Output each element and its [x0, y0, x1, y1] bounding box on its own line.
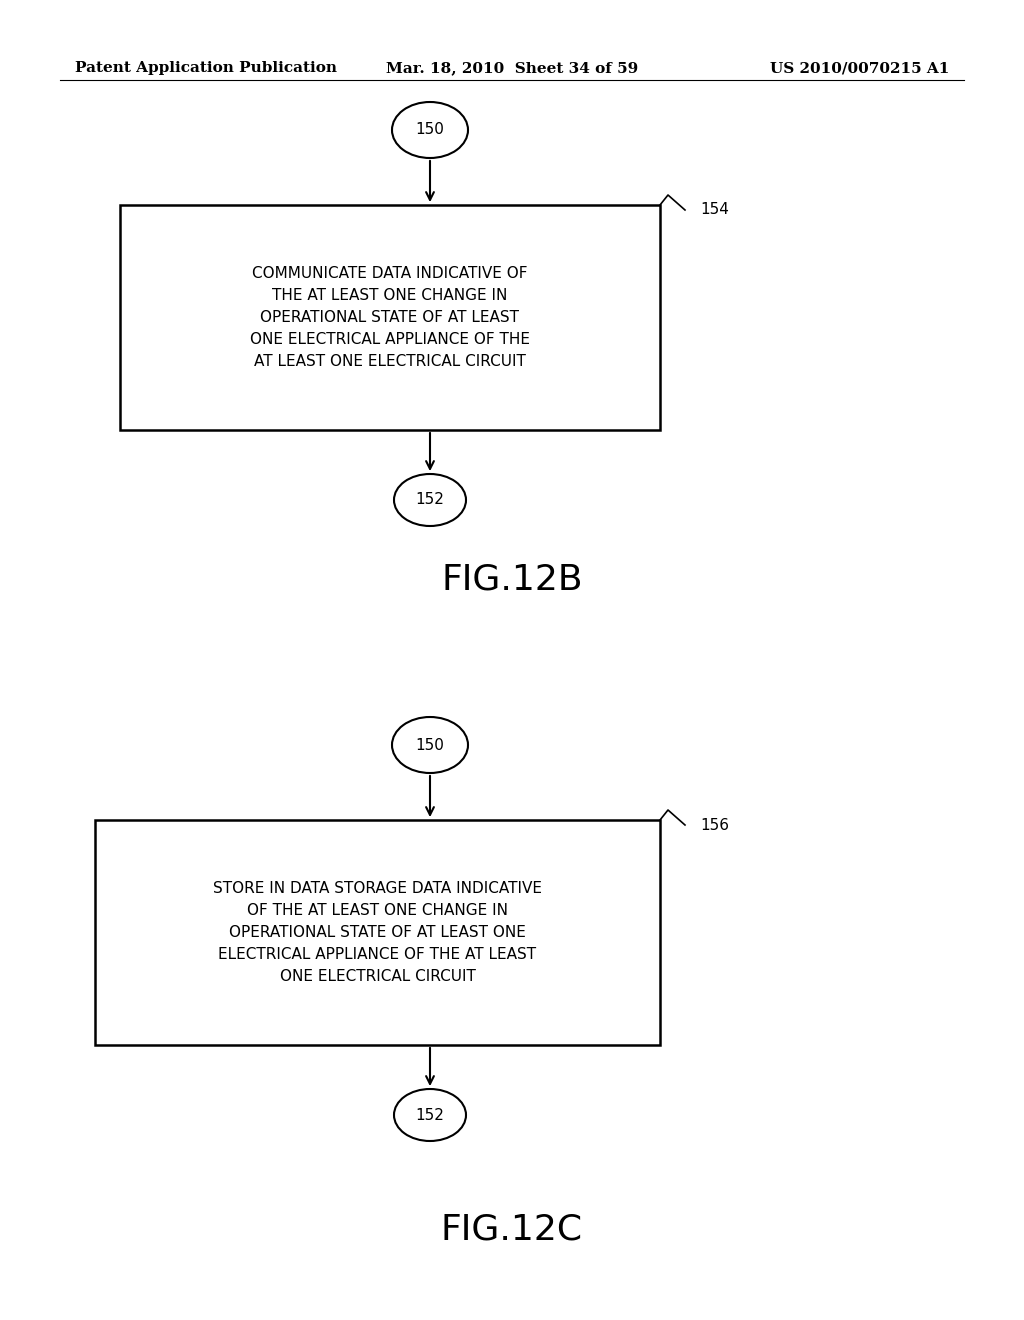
- Bar: [95, 820, 660, 1045]
- Text: 154: 154: [700, 202, 729, 218]
- Ellipse shape: [394, 1089, 466, 1140]
- Ellipse shape: [394, 474, 466, 525]
- Text: FIG.12C: FIG.12C: [441, 1213, 583, 1247]
- Text: COMMUNICATE DATA INDICATIVE OF
THE AT LEAST ONE CHANGE IN
OPERATIONAL STATE OF A: COMMUNICATE DATA INDICATIVE OF THE AT LE…: [250, 265, 530, 370]
- Ellipse shape: [392, 717, 468, 774]
- Text: 152: 152: [416, 1107, 444, 1122]
- Text: US 2010/0070215 A1: US 2010/0070215 A1: [770, 61, 949, 75]
- Text: 150: 150: [416, 738, 444, 752]
- Text: FIG.12B: FIG.12B: [441, 564, 583, 597]
- Text: STORE IN DATA STORAGE DATA INDICATIVE
OF THE AT LEAST ONE CHANGE IN
OPERATIONAL : STORE IN DATA STORAGE DATA INDICATIVE OF…: [213, 880, 542, 985]
- Text: 156: 156: [700, 817, 729, 833]
- Bar: [120, 205, 660, 430]
- Text: Patent Application Publication: Patent Application Publication: [75, 61, 337, 75]
- Text: Mar. 18, 2010  Sheet 34 of 59: Mar. 18, 2010 Sheet 34 of 59: [386, 61, 638, 75]
- Text: 152: 152: [416, 492, 444, 507]
- Ellipse shape: [392, 102, 468, 158]
- Text: 150: 150: [416, 123, 444, 137]
